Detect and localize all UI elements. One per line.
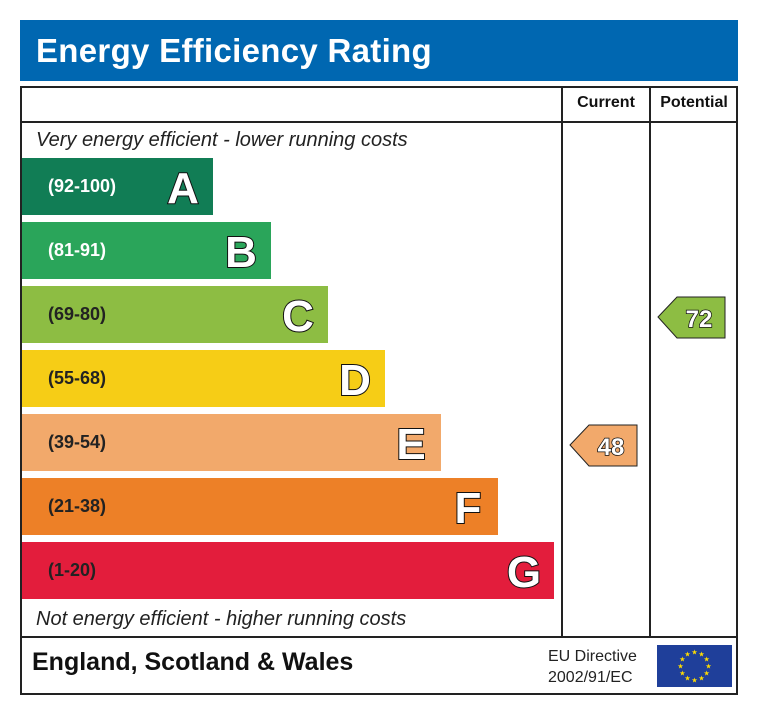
band-letter: G xyxy=(506,547,542,596)
svg-text:C: C xyxy=(282,292,314,340)
band-d: (55-68) D xyxy=(22,350,385,407)
footer-divider xyxy=(20,636,738,638)
svg-text:A: A xyxy=(167,164,199,212)
svg-text:★: ★ xyxy=(677,663,683,671)
band-range: (69-80) xyxy=(48,304,107,324)
svg-text:★: ★ xyxy=(679,656,685,664)
svg-text:★: ★ xyxy=(691,649,697,657)
column-divider xyxy=(649,86,651,637)
svg-text:★: ★ xyxy=(703,670,709,678)
region-label: England, Scotland & Wales xyxy=(32,648,354,676)
chart-title: Energy Efficiency Rating xyxy=(20,20,738,81)
svg-text:★: ★ xyxy=(679,670,685,678)
band-range: (81-91) xyxy=(48,240,107,260)
band-c: (69-80) C xyxy=(22,286,328,343)
directive-line2: 2002/91/EC xyxy=(548,669,633,686)
svg-text:F: F xyxy=(455,484,482,532)
eu-directive: EU Directive 2002/91/EC xyxy=(548,646,637,688)
svg-text:★: ★ xyxy=(703,656,709,664)
svg-text:72: 72 xyxy=(686,306,713,333)
svg-text:B: B xyxy=(225,228,257,276)
potential-rating-arrow: 72 xyxy=(657,296,727,344)
band-letter: C xyxy=(281,291,315,340)
current-rating-arrow: 48 xyxy=(569,424,639,472)
svg-text:E: E xyxy=(396,420,425,468)
bottom-note: Not energy efficient - higher running co… xyxy=(36,608,407,630)
svg-text:★: ★ xyxy=(684,650,690,658)
svg-text:★: ★ xyxy=(684,675,690,683)
eu-flag-icon: ★ ★ ★ ★ ★ ★ ★ ★ ★ ★ ★ ★ xyxy=(657,645,732,687)
band-g: (1-20) G xyxy=(22,542,554,599)
column-header-current: Current xyxy=(577,94,635,111)
band-letter: A xyxy=(166,163,200,212)
svg-text:★: ★ xyxy=(698,675,704,683)
svg-text:★: ★ xyxy=(698,650,704,658)
band-range: (21-38) xyxy=(48,496,107,516)
band-range: (39-54) xyxy=(48,432,107,452)
band-b: (81-91) B xyxy=(22,222,271,279)
rating-table xyxy=(20,86,738,695)
svg-text:G: G xyxy=(507,548,541,596)
svg-text:★: ★ xyxy=(705,663,711,671)
svg-text:★: ★ xyxy=(691,677,697,685)
band-letter: F xyxy=(454,483,483,532)
band-range: (92-100) xyxy=(48,176,117,196)
band-letter: D xyxy=(338,355,372,404)
band-letter: B xyxy=(224,227,258,276)
column-header-potential: Potential xyxy=(660,94,728,111)
column-divider xyxy=(561,86,563,637)
band-letter: E xyxy=(395,419,426,468)
svg-text:D: D xyxy=(339,356,371,404)
band-f: (21-38) F xyxy=(22,478,498,535)
top-note: Very energy efficient - lower running co… xyxy=(36,129,408,151)
band-range: (1-20) xyxy=(48,560,97,580)
band-a: (92-100) A xyxy=(22,158,213,215)
svg-text:48: 48 xyxy=(598,434,625,461)
band-range: (55-68) xyxy=(48,368,107,388)
band-e: (39-54) E xyxy=(22,414,441,471)
directive-line1: EU Directive xyxy=(548,648,637,665)
header-divider xyxy=(20,121,738,123)
